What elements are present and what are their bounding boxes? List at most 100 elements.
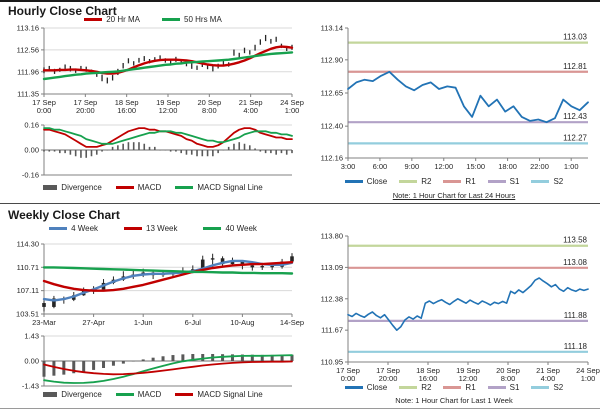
divergence-bar — [127, 142, 130, 150]
divergence-bar — [92, 361, 96, 370]
legend-label: S2 — [553, 177, 564, 186]
legend-label: R2 — [421, 383, 432, 392]
divergence-bar — [161, 356, 165, 361]
y-tick-label: -0.16 — [22, 171, 39, 180]
x-tick-label: 20 Sep — [197, 98, 221, 107]
line-swatch-icon — [49, 227, 68, 230]
candle-body — [240, 261, 245, 266]
x-tick-label: 22:00 — [530, 162, 549, 171]
line-swatch-icon — [124, 227, 143, 230]
x-tick-label: 20:00 — [76, 106, 95, 115]
divergence-bar — [180, 150, 182, 154]
legend-item-4-week: 4 Week — [49, 224, 98, 233]
y-tick-label: 103.51 — [16, 310, 39, 319]
legend-item-r1: R1 — [443, 383, 476, 392]
bars-swatch-icon — [43, 392, 58, 397]
candle-body — [52, 298, 56, 307]
divergence-bar — [285, 150, 288, 155]
legend-item-macd-signal-line: MACD Signal Line — [175, 390, 263, 399]
line-swatch-icon — [344, 386, 363, 389]
legend-label: S1 — [509, 177, 520, 186]
legend-item-macd: MACD — [115, 183, 162, 192]
divergence-bar — [106, 150, 109, 151]
divergence-bar — [243, 143, 246, 150]
candle-body — [200, 259, 205, 270]
s2-level-label: 112.27 — [563, 133, 587, 142]
x-tick-label: 18:00 — [498, 162, 517, 171]
line-swatch-icon — [115, 186, 134, 189]
13-week-ma-line — [42, 261, 294, 292]
y-tick-label: 112.38 — [321, 294, 343, 303]
r1-level-label: 113.08 — [563, 258, 587, 267]
x-tick-label: 17 Sep — [32, 98, 56, 107]
divergence-bar — [43, 150, 45, 152]
section-divider — [0, 203, 600, 204]
y-tick-label: 112.40 — [321, 122, 343, 131]
divergence-bar — [264, 150, 267, 154]
line-swatch-icon — [175, 186, 194, 189]
legend-label: MACD Signal Line — [197, 183, 263, 192]
x-tick-label: 21 Sep — [536, 366, 560, 375]
x-tick-label: 27-Apr — [82, 318, 105, 327]
macd-signal-line — [43, 127, 293, 145]
candle-body — [210, 258, 215, 260]
x-tick-label: 8:00 — [501, 374, 516, 383]
divergence-bar — [222, 150, 225, 151]
legend-label: MACD — [137, 183, 162, 192]
x-tick-label: 12:00 — [459, 374, 478, 383]
divergence-bar — [291, 150, 293, 154]
line-swatch-icon — [344, 180, 363, 183]
y-tick-label: 112.90 — [321, 55, 343, 64]
divergence-bar — [102, 361, 106, 368]
divergence-bar — [53, 150, 56, 152]
legend-label: MACD — [137, 390, 162, 399]
legend-label: MACD Signal Line — [197, 390, 263, 399]
x-tick-label: 8:00 — [202, 106, 217, 115]
legend-item-s1: S1 — [487, 383, 519, 392]
divergence-bar — [206, 150, 209, 157]
legend-label: 20 Hr MA — [106, 15, 140, 24]
legend-label: Close — [366, 177, 388, 186]
x-tick-label: 0:00 — [341, 374, 356, 383]
divergence-bar — [101, 150, 103, 152]
divergence-bar — [280, 150, 283, 154]
x-tick-label: 6:00 — [373, 162, 388, 171]
line-swatch-icon — [443, 386, 462, 389]
y-tick-label: 113.80 — [321, 232, 343, 241]
divergence-bar — [201, 354, 205, 361]
macd-line — [43, 354, 293, 384]
x-tick-label: 4:00 — [243, 106, 258, 115]
divergence-bar — [95, 150, 98, 155]
y-tick-label: 111.67 — [321, 326, 343, 335]
hourly-macd-legend: Divergence MACD MACD Signal Line — [8, 183, 298, 192]
divergence-bar — [138, 142, 140, 150]
x-tick-label: 1:00 — [285, 106, 300, 115]
hourly-macd-chart: 0.16 0.00 -0.16 — [22, 121, 293, 180]
legend-item-s2: S2 — [531, 383, 563, 392]
divergence-bar — [148, 146, 151, 150]
y-tick-label: -1.43 — [22, 382, 39, 391]
y-tick-label: 113.16 — [17, 24, 39, 33]
legend-label: R2 — [421, 177, 432, 186]
hourly-sr-chart: 113.14 112.90 112.65 112.40 112.163:00 6:00 9:… — [321, 24, 589, 171]
line-swatch-icon — [443, 180, 462, 183]
divergence-bar — [259, 150, 262, 152]
x-tick-label: 1-Jun — [134, 318, 153, 327]
bars-swatch-icon — [43, 185, 58, 190]
x-tick-label: 21 Sep — [239, 98, 263, 107]
legend-item-40-week: 40 Week — [203, 224, 257, 233]
r2-level-label: 113.58 — [563, 236, 587, 245]
divergence-bar — [143, 143, 146, 150]
divergence-bar — [175, 150, 177, 152]
divergence-bar — [122, 143, 124, 150]
legend-item-s2: S2 — [531, 177, 563, 186]
hourly-note: Note: 1 Hour Chart for Last 24 Hours — [392, 191, 516, 200]
weekly-section-title: Weekly Close Chart — [8, 208, 120, 222]
legend-label: R1 — [465, 383, 476, 392]
legend-item-r2: R2 — [399, 177, 431, 186]
weekly-ma-legend: 4 Week 13 Week 40 Week — [8, 224, 298, 233]
weekly-sr-legend: Close R2 R1 S1 S2 — [310, 383, 598, 392]
legend-label: R1 — [465, 177, 476, 186]
legend-item-close: Close — [344, 177, 388, 186]
